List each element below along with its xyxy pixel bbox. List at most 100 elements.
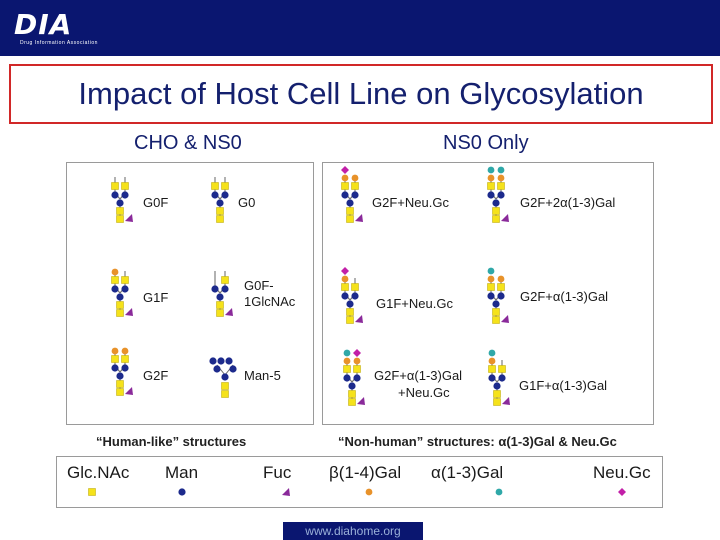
title-box: Impact of Host Cell Line on Glycosylatio… [9,64,713,124]
legend-symbols [88,488,626,496]
galactose-symbol [487,275,495,283]
glcnac-symbol [116,207,124,215]
glcnac-symbol [492,215,500,223]
mannose-symbol [346,199,354,207]
footer-url[interactable]: www.diahome.org [283,522,423,540]
fucose-symbol [125,387,133,395]
mannose-symbol [498,374,506,382]
label-g0: G0 [238,195,255,210]
logo-subtitle: Drug Information Association [20,40,98,46]
glcnac-symbol [216,301,224,309]
neugc-symbol [353,349,361,357]
fucose-symbol [125,308,133,316]
glcnac-symbol [116,388,124,396]
mannose-symbol [351,292,359,300]
label-g2f-agal-neugc-line2: +Neu.Gc [398,385,450,400]
glcnac-symbol [121,276,129,284]
glcnac-symbol [216,309,224,317]
galactose-symbol [353,357,361,365]
legend-label-glcnac: Glc.NAc [67,463,130,482]
label-g1f-neugc: G1F+Neu.Gc [376,296,453,311]
glcnac-symbol [341,283,349,291]
glcnac-symbol [346,308,354,316]
label-g1f-agal: G1F+α(1-3)Gal [519,378,607,393]
mannose-symbol [348,382,356,390]
glcnac-symbol [487,283,495,291]
right-column-heading: NS0 Only [443,132,529,154]
galactose-symbol [343,357,351,365]
mannose-symbol [211,191,219,199]
mannose-symbol [343,374,351,382]
glcnac-symbol [111,355,119,363]
glcnac-symbol [221,390,229,398]
glycan-g2f-agal [487,267,509,324]
glycan-g2f [111,347,133,396]
glycan-g1f-agal [488,349,510,406]
legend-label-gal-b14: β(1-4)Gal [329,463,402,482]
glcnac-symbol [493,398,501,406]
mannose-symbol [116,199,124,207]
mannose-symbol [209,357,217,365]
glcnac-symbol [346,215,354,223]
glycan-g0f-1glcnac [211,271,233,317]
fucose-symbol [125,214,133,222]
mannose-symbol [221,191,229,199]
glcnac-symbol [216,207,224,215]
mannose-symbol [225,357,233,365]
glcnac-symbol [353,365,361,373]
glcnac-symbol [111,182,119,190]
label-g0f-1glcnac-line1: G0F- [244,278,274,293]
alpha-gal-symbol [487,267,495,275]
label-g1f: G1F [143,290,168,305]
label-man5: Man-5 [244,368,281,383]
logo-text: DIA [14,8,73,41]
glcnac-symbol [116,215,124,223]
mannose-symbol [111,191,119,199]
mannose-symbol [111,285,119,293]
galactose-symbol [341,174,349,182]
glcnac-symbol [88,488,96,496]
galactose-symbol [497,174,505,182]
mannose-symbol [116,372,124,380]
glcnac-symbol [221,382,229,390]
mannose-symbol [492,199,500,207]
glcnac-symbol [343,365,351,373]
glcnac-symbol [346,316,354,324]
legend-label-neugc: Neu.Gc [593,463,651,482]
glcnac-symbol [498,365,506,373]
label-g2f-2agal: G2F+2α(1-3)Gal [520,195,615,210]
fucose-symbol [501,315,509,323]
human-like-panel [66,162,314,425]
mannose-symbol [487,191,495,199]
fucose-symbol [282,488,290,496]
slide-title: Impact of Host Cell Line on Glycosylatio… [78,76,644,111]
neugc-symbol [341,166,349,174]
glcnac-symbol [216,215,224,223]
mannose-symbol [229,365,237,373]
glycan-g0f [111,177,133,223]
glycan-man5 [209,357,237,398]
mannose-symbol [221,285,229,293]
glcnac-symbol [497,182,505,190]
alpha-gal-symbol [487,166,495,174]
fucose-symbol [355,214,363,222]
label-g0f-1glcnac-line2: 1GlcNAc [244,294,296,309]
mannose-symbol [216,293,224,301]
glcnac-symbol [211,182,219,190]
non-human-caption: “Non-human” structures: α(1-3)Gal & Neu.… [338,434,617,449]
alpha-gal-symbol [343,349,351,357]
symbol-legend: Glc.NAc Man Fuc β(1-4)Gal α(1-3)Gal Neu.… [56,456,663,508]
galactose-symbol [351,174,359,182]
glcnac-symbol [341,182,349,190]
fucose-symbol [357,397,365,405]
alpha-gal-symbol [495,488,503,496]
non-human-panel [322,162,654,425]
mannose-symbol [111,364,119,372]
galactose-symbol [365,488,373,496]
mannose-symbol [492,300,500,308]
mannose-symbol [341,191,349,199]
label-g2f-neugc: G2F+Neu.Gc [372,195,449,210]
dia-logo[interactable]: DIA Drug Information Association [14,8,114,50]
human-like-caption: “Human-like” structures [96,434,247,449]
